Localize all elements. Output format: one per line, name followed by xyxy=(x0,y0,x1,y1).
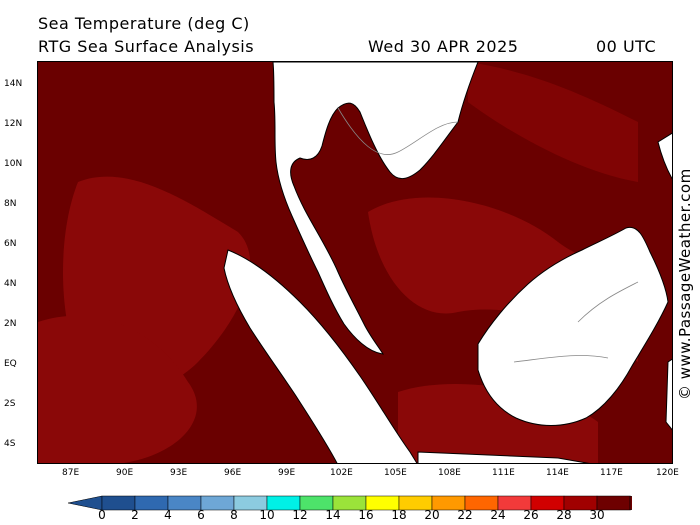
sea-warm-zone xyxy=(38,315,197,463)
lon-label: 96E xyxy=(224,468,242,478)
lat-label: 6N xyxy=(4,239,17,249)
lon-label: 117E xyxy=(600,468,623,478)
lon-label: 102E xyxy=(330,468,353,478)
scale-label: 8 xyxy=(230,508,238,522)
lat-label: 2S xyxy=(4,399,16,409)
scale-label: 14 xyxy=(325,508,341,522)
country-border xyxy=(337,107,459,155)
forecast-date: Wed 30 APR 2025 xyxy=(368,37,519,56)
scale-label: 20 xyxy=(424,508,440,522)
lat-label: 8N xyxy=(4,199,17,209)
lat-label: 10N xyxy=(4,159,23,169)
scale-label: 24 xyxy=(490,508,506,522)
scale-arrow-high xyxy=(629,495,632,511)
country-border xyxy=(577,281,639,323)
lon-label: 120E xyxy=(656,468,679,478)
lon-label: 87E xyxy=(62,468,80,478)
scale-label: 22 xyxy=(457,508,473,522)
scale-label: 18 xyxy=(391,508,407,522)
scale-label: 6 xyxy=(197,508,205,522)
scale-label: 0 xyxy=(98,508,106,522)
land-java xyxy=(417,451,590,463)
scale-label: 26 xyxy=(523,508,539,522)
lat-label: 4N xyxy=(4,279,17,289)
lat-label: 4S xyxy=(4,439,16,449)
lon-label: 114E xyxy=(546,468,569,478)
scale-label: 10 xyxy=(259,508,275,522)
land-sumatra xyxy=(223,249,418,463)
country-border xyxy=(513,355,609,363)
land-borneo xyxy=(477,226,669,426)
map-subtitle: RTG Sea Surface Analysis xyxy=(38,37,255,56)
scale-label: 30 xyxy=(589,508,605,522)
forecast-time: 00 UTC xyxy=(596,37,657,56)
lon-label: 108E xyxy=(438,468,461,478)
lat-label: 12N xyxy=(4,119,23,129)
lat-label: 14N xyxy=(4,79,23,89)
land-philippines xyxy=(657,132,672,180)
land-mainland xyxy=(272,62,479,355)
scale-label: 4 xyxy=(164,508,172,522)
map-title: Sea Temperature (deg C) xyxy=(38,14,250,33)
lat-label: EQ xyxy=(4,359,17,369)
lon-label: 99E xyxy=(278,468,296,478)
color-scale-bar xyxy=(68,495,632,511)
lat-label: 2N xyxy=(4,319,17,329)
scale-label: 2 xyxy=(131,508,139,522)
watermark-credit: © www.PassageWeather.com xyxy=(676,168,694,400)
land-sulawesi xyxy=(665,358,672,431)
lon-label: 105E xyxy=(384,468,407,478)
scale-label: 12 xyxy=(292,508,308,522)
map-canvas xyxy=(38,62,672,463)
sea-temperature-map xyxy=(37,61,673,464)
scale-label: 16 xyxy=(358,508,374,522)
scale-label: 28 xyxy=(556,508,572,522)
lon-label: 90E xyxy=(116,468,134,478)
lon-label: 111E xyxy=(492,468,515,478)
sea-warm-zone xyxy=(468,62,638,182)
lon-label: 93E xyxy=(170,468,188,478)
